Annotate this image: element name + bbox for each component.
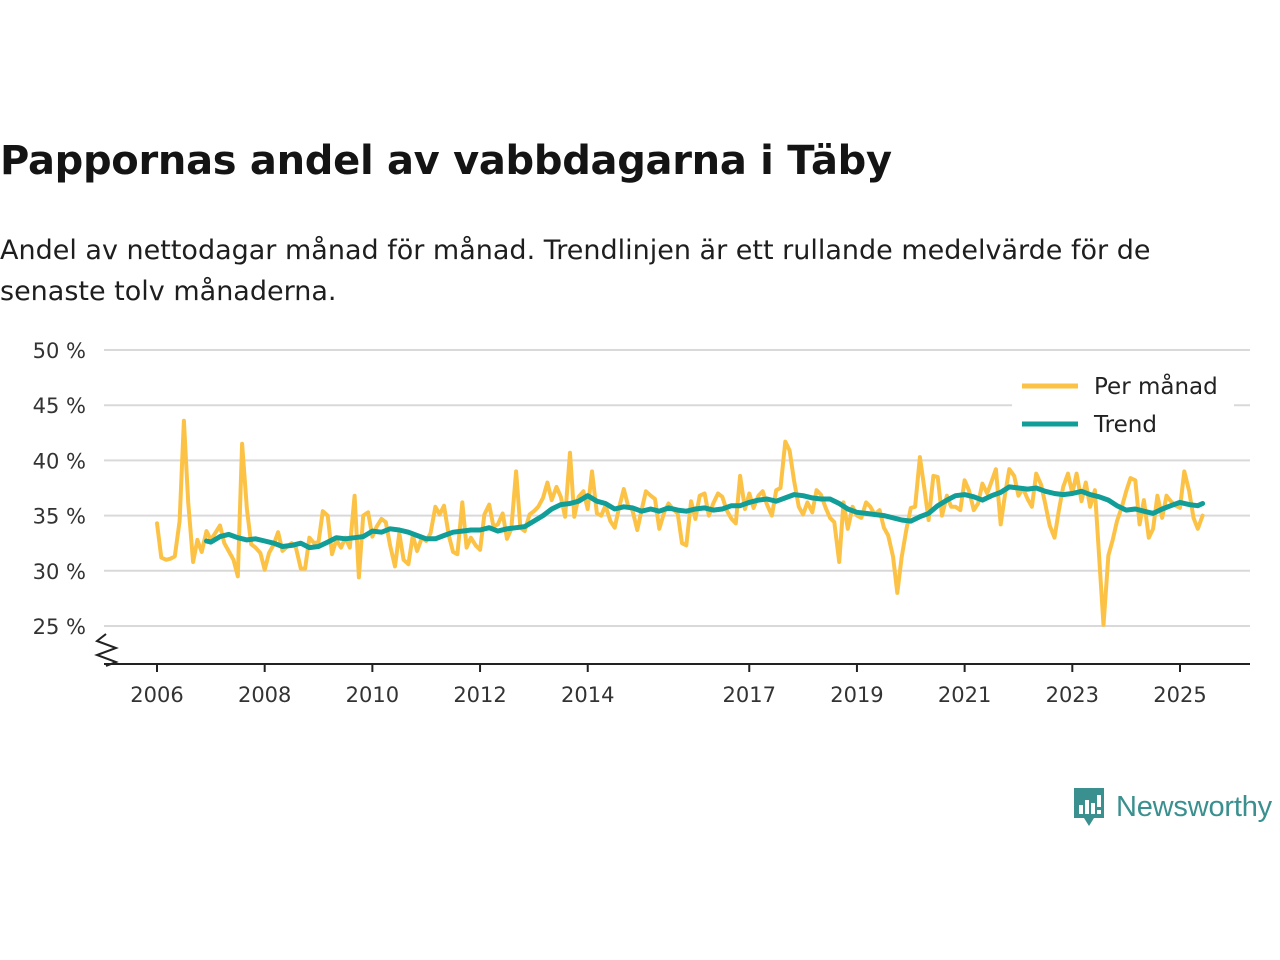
legend-label-per-manad: Per månad bbox=[1094, 372, 1218, 400]
y-tick-label: 35 % bbox=[33, 505, 86, 529]
x-tick-label: 2014 bbox=[561, 683, 614, 707]
y-axis-ticks: 25 % 30 % 35 % 40 % 45 % 50 % bbox=[33, 339, 86, 639]
line-chart: 25 % 30 % 35 % 40 % 45 % 50 % 2006 2008 2010 201… bbox=[33, 339, 1250, 707]
series-line-per-manad[interactable] bbox=[155, 418, 1205, 627]
x-tick-label: 2008 bbox=[238, 683, 291, 707]
y-tick-label: 50 % bbox=[33, 339, 86, 363]
brand-name: Newsworthy bbox=[1116, 790, 1272, 823]
chart-title: Pappornas andel av vabbdagarna i Täby bbox=[0, 138, 892, 184]
legend: Per månad Trend bbox=[1012, 368, 1234, 444]
y-tick-label: 40 % bbox=[33, 449, 86, 473]
x-tick-label: 2021 bbox=[938, 683, 991, 707]
x-tick-label: 2019 bbox=[830, 683, 883, 707]
axis-break-icon bbox=[94, 633, 119, 667]
newsworthy-icon bbox=[1074, 788, 1104, 826]
x-tick-label: 2023 bbox=[1046, 683, 1099, 707]
x-tick-label: 2025 bbox=[1153, 683, 1206, 707]
x-tick-label: 2017 bbox=[723, 683, 776, 707]
y-tick-label: 30 % bbox=[33, 560, 86, 584]
x-tick-label: 2012 bbox=[453, 683, 506, 707]
x-axis-ticks: 2006 2008 2010 2012 2014 2017 2019 2021 2023 2025 bbox=[130, 664, 1207, 707]
legend-background bbox=[1012, 368, 1234, 444]
series-line-trend[interactable] bbox=[204, 484, 1206, 551]
x-tick-label: 2010 bbox=[346, 683, 399, 707]
chart-subtitle: Andel av nettodagar månad för månad. Tre… bbox=[0, 235, 1151, 307]
series bbox=[155, 418, 1206, 627]
brand-logo: Newsworthy bbox=[1072, 786, 1272, 828]
legend-label-trend: Trend bbox=[1093, 412, 1157, 438]
x-tick-label: 2006 bbox=[130, 683, 183, 707]
y-tick-label: 45 % bbox=[33, 394, 86, 418]
y-tick-label: 25 % bbox=[33, 615, 86, 639]
x-axis bbox=[94, 633, 1250, 667]
